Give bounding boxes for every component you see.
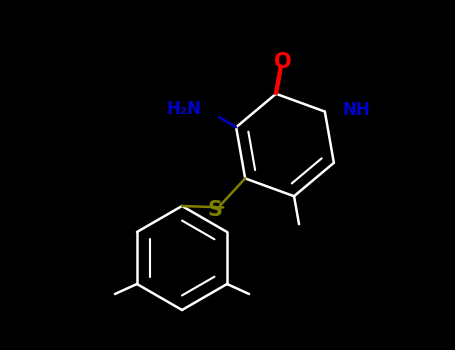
Text: S: S: [207, 201, 222, 220]
Text: O: O: [274, 52, 292, 72]
Text: H₂N: H₂N: [166, 100, 201, 118]
Text: NH: NH: [343, 100, 370, 119]
